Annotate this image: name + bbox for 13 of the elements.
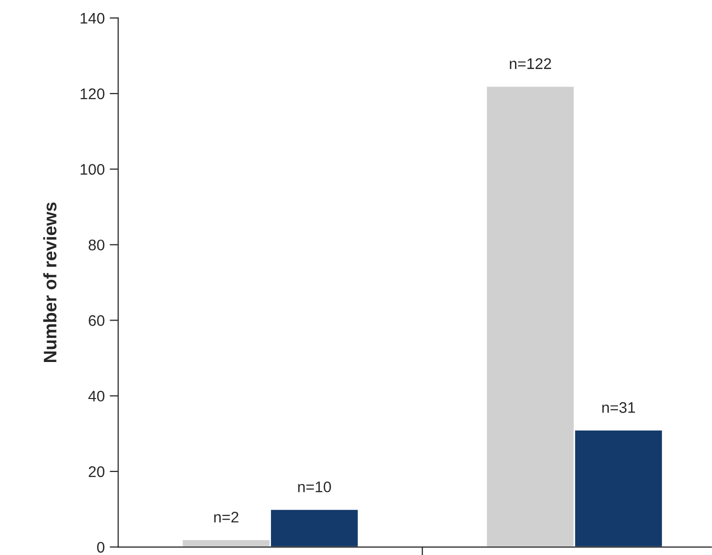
y-tick-label: 120 xyxy=(80,88,104,100)
data-label: n=2 xyxy=(214,512,238,522)
data-label: n=31 xyxy=(602,402,635,413)
data-label: n=10 xyxy=(298,481,331,492)
y-tick-label: 140 xyxy=(80,12,104,24)
y-tick-label: 80 xyxy=(88,240,104,250)
y-tick-label: 100 xyxy=(80,164,104,175)
data-label: n=122 xyxy=(510,58,552,69)
y-tick-label: 40 xyxy=(88,390,104,402)
y-tick-label: 20 xyxy=(88,466,104,478)
y-axis-title: Number of reviews xyxy=(43,202,56,362)
y-tick-label: 60 xyxy=(88,315,104,326)
y-tick-label: 0 xyxy=(97,542,104,553)
